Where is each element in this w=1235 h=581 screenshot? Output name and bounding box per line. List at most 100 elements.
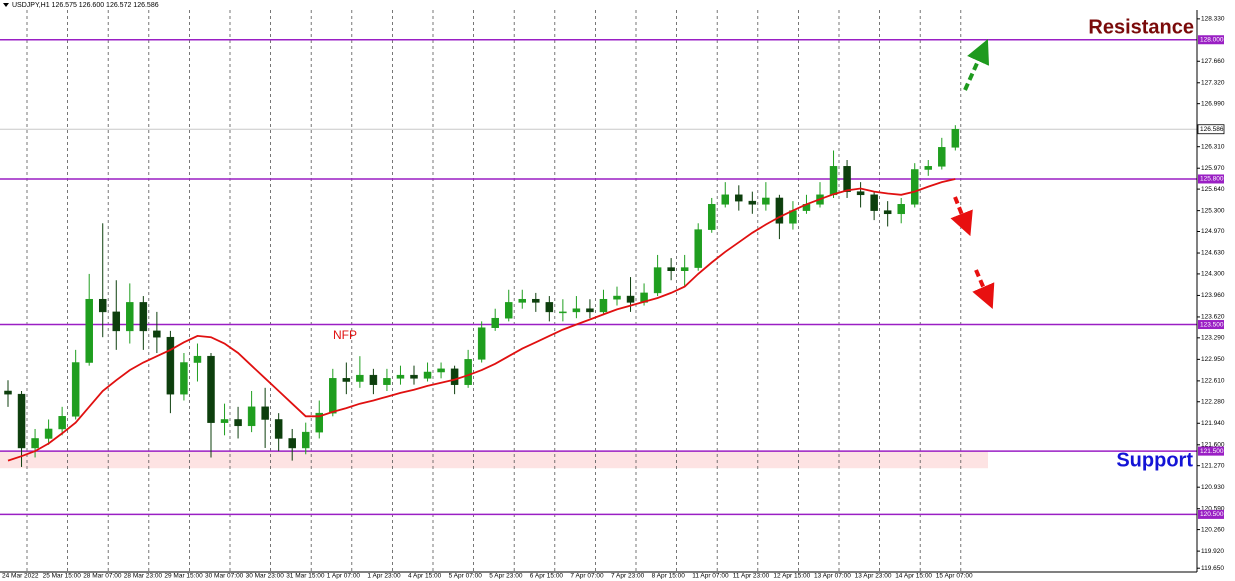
candle-body bbox=[247, 406, 256, 427]
candle-body bbox=[58, 416, 66, 430]
candle-body bbox=[491, 317, 499, 328]
candle-body bbox=[166, 336, 175, 395]
y-tick-label: 120.930 bbox=[1201, 484, 1225, 491]
candle-body bbox=[938, 147, 946, 167]
y-tick-label: 123.960 bbox=[1201, 292, 1225, 299]
candle-body bbox=[274, 419, 283, 439]
y-tick-label: 122.610 bbox=[1201, 378, 1225, 385]
candle-body bbox=[85, 298, 93, 363]
candle-body bbox=[71, 362, 80, 417]
candle-body bbox=[680, 267, 689, 271]
candle-body bbox=[504, 302, 513, 319]
candle-body bbox=[667, 267, 675, 271]
y-tick-label: 128.330 bbox=[1201, 16, 1225, 23]
candle-body bbox=[31, 438, 39, 449]
level-label: 123.500 bbox=[1200, 321, 1224, 328]
candle-body bbox=[410, 374, 418, 379]
candle-body bbox=[559, 311, 567, 314]
level-box bbox=[1198, 320, 1224, 330]
level-label: 125.800 bbox=[1200, 176, 1224, 183]
x-tick-label: 30 Mar 07:00 bbox=[205, 573, 244, 580]
candle-body bbox=[613, 295, 621, 300]
y-tick-label: 126.990 bbox=[1201, 100, 1225, 107]
candle-body bbox=[396, 374, 405, 379]
x-tick-label: 5 Apr 07:00 bbox=[449, 573, 483, 580]
candle-body bbox=[369, 374, 378, 385]
level-label: 120.500 bbox=[1200, 511, 1224, 518]
x-tick-label: 31 Mar 15:00 bbox=[286, 573, 325, 580]
candle-body bbox=[518, 298, 527, 303]
candle-body bbox=[572, 308, 581, 313]
candle-body bbox=[586, 308, 594, 313]
level-box bbox=[1198, 446, 1224, 456]
level-box bbox=[1198, 35, 1224, 45]
candle-body bbox=[856, 191, 865, 196]
candle-body bbox=[775, 197, 784, 224]
y-tick-label: 123.620 bbox=[1201, 314, 1225, 321]
x-tick-label: 4 Apr 15:00 bbox=[408, 573, 442, 580]
x-tick-label: 15 Apr 07:00 bbox=[936, 573, 973, 580]
moving-average-line bbox=[7, 178, 956, 462]
candle-body bbox=[464, 359, 472, 385]
candle-body bbox=[44, 428, 53, 439]
x-tick-label: 12 Apr 15:00 bbox=[773, 573, 810, 580]
candle-body bbox=[735, 194, 743, 202]
x-tick-label: 30 Mar 23:00 bbox=[246, 573, 285, 580]
current-price-box bbox=[1197, 124, 1225, 135]
y-tick-label: 125.640 bbox=[1201, 186, 1225, 193]
candle-body bbox=[423, 371, 432, 379]
candle-body bbox=[748, 200, 757, 205]
y-tick-label: 125.300 bbox=[1201, 207, 1225, 214]
x-tick-label: 13 Apr 07:00 bbox=[814, 573, 851, 580]
candle-body bbox=[829, 166, 838, 196]
candle-body bbox=[180, 362, 188, 395]
candle-body bbox=[153, 330, 161, 338]
x-tick-label: 5 Apr 23:00 bbox=[489, 573, 523, 580]
y-tick-label: 124.300 bbox=[1201, 271, 1225, 278]
candle-body bbox=[450, 368, 459, 385]
x-tick-label: 8 Apr 15:00 bbox=[652, 573, 686, 580]
y-tick-label: 121.940 bbox=[1201, 420, 1225, 427]
bullish-arrow bbox=[963, 39, 990, 91]
candle-body bbox=[694, 229, 702, 268]
y-tick-label: 121.270 bbox=[1201, 462, 1225, 469]
current-price-label: 126.586 bbox=[1200, 126, 1224, 133]
candle-body bbox=[883, 210, 892, 215]
candle-body bbox=[599, 298, 608, 313]
y-tick-label: 125.970 bbox=[1201, 165, 1225, 172]
candle-body bbox=[762, 197, 770, 205]
candle-body bbox=[870, 194, 878, 211]
y-tick-label: 124.970 bbox=[1201, 228, 1225, 235]
x-tick-label: 14 Apr 15:00 bbox=[895, 573, 932, 580]
candle-body bbox=[220, 419, 229, 423]
candle-body bbox=[4, 390, 12, 395]
x-tick-label: 11 Apr 07:00 bbox=[692, 573, 729, 580]
x-tick-label: 7 Apr 07:00 bbox=[570, 573, 604, 580]
candle-body bbox=[112, 311, 121, 332]
candle-body bbox=[126, 302, 134, 332]
x-tick-label: 24 Mar 2022 bbox=[2, 573, 39, 580]
y-tick-label: 122.950 bbox=[1201, 356, 1225, 363]
menu-triangle bbox=[3, 3, 9, 7]
y-tick-label: 120.590 bbox=[1201, 505, 1225, 512]
y-tick-label: 122.280 bbox=[1201, 398, 1225, 405]
y-tick-label: 123.290 bbox=[1201, 335, 1225, 342]
x-tick-label: 11 Apr 23:00 bbox=[733, 573, 770, 580]
nfp-label: NFP bbox=[333, 328, 357, 342]
y-tick-label: 120.260 bbox=[1201, 526, 1225, 533]
candle-body bbox=[545, 302, 554, 313]
y-tick-label: 126.310 bbox=[1201, 143, 1225, 150]
x-tick-label: 13 Apr 23:00 bbox=[855, 573, 892, 580]
y-tick-label: 121.600 bbox=[1201, 442, 1225, 449]
candle-body bbox=[234, 419, 242, 427]
candle-body bbox=[207, 355, 215, 423]
candle-body bbox=[356, 374, 364, 382]
y-tick-label: 124.630 bbox=[1201, 250, 1225, 257]
y-tick-label: 127.320 bbox=[1201, 80, 1225, 87]
candle-body bbox=[288, 438, 296, 449]
level-box bbox=[1198, 174, 1224, 184]
support-label: Support bbox=[1116, 449, 1193, 471]
support-zone bbox=[0, 451, 988, 469]
x-tick-label: 29 Mar 15:00 bbox=[164, 573, 203, 580]
